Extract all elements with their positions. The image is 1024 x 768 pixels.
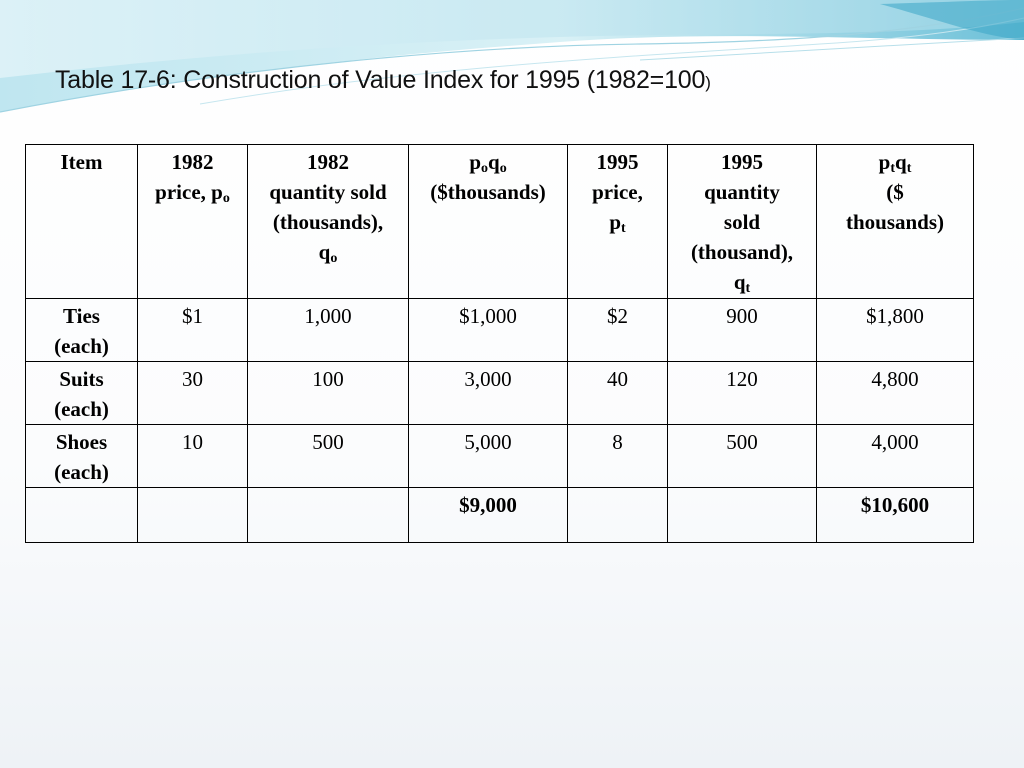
cell-item: Shoes (each): [25, 424, 138, 488]
cell-empty: [567, 487, 668, 543]
cell-total-value-1995: $10,600: [816, 487, 974, 543]
cell-total-value-1982: $9,000: [408, 487, 568, 543]
slide-title-tail: ): [705, 73, 711, 92]
header-quantity-1995: 1995 quantity sold (thousand), qt: [667, 144, 817, 299]
cell-value-1982: $1,000: [408, 298, 568, 362]
cell-value-1995: $1,800: [816, 298, 974, 362]
slide-title-main: Table 17-6: Construction of Value Index …: [55, 66, 706, 94]
cell-item: Suits (each): [25, 361, 138, 425]
table-row-totals: $9,000 $10,600: [25, 487, 974, 543]
cell-value-1995: 4,800: [816, 361, 974, 425]
table-row-suits: Suits (each) 30 100 3,000 40 120 4,800: [25, 361, 974, 425]
cell-quantity-1982: 100: [247, 361, 409, 425]
cell-empty: [667, 487, 817, 543]
header-price-1982: 1982 price, po: [137, 144, 248, 299]
table-row-ties: Ties (each) $1 1,000 $1,000 $2 900 $1,800: [25, 298, 974, 362]
header-value-1995: ptqt ($ thousands): [816, 144, 974, 299]
cell-quantity-1995: 900: [667, 298, 817, 362]
cell-price-1982: 10: [137, 424, 248, 488]
header-value-1982: poqo ($thousands): [408, 144, 568, 299]
cell-value-1982: 3,000: [408, 361, 568, 425]
table-row-shoes: Shoes (each) 10 500 5,000 8 500 4,000: [25, 424, 974, 488]
header-quantity-1982: 1982 quantity sold (thousands), qo: [247, 144, 409, 299]
cell-value-1995: 4,000: [816, 424, 974, 488]
cell-price-1995: 8: [567, 424, 668, 488]
cell-empty: [25, 487, 138, 543]
cell-price-1982: 30: [137, 361, 248, 425]
cell-price-1982: $1: [137, 298, 248, 362]
cell-quantity-1995: 120: [667, 361, 817, 425]
cell-value-1982: 5,000: [408, 424, 568, 488]
cell-price-1995: 40: [567, 361, 668, 425]
slide-title: Table 17-6: Construction of Value Index …: [55, 66, 955, 95]
cell-item: Ties (each): [25, 298, 138, 362]
cell-quantity-1982: 1,000: [247, 298, 409, 362]
cell-quantity-1995: 500: [667, 424, 817, 488]
header-item: Item: [25, 144, 138, 299]
cell-empty: [247, 487, 409, 543]
cell-empty: [137, 487, 248, 543]
header-price-1995: 1995 price, pt: [567, 144, 668, 299]
cell-price-1995: $2: [567, 298, 668, 362]
value-index-table: Item 1982 price, po 1982 quantity sold (…: [25, 144, 974, 543]
cell-quantity-1982: 500: [247, 424, 409, 488]
decorative-wave-header: [0, 0, 1024, 113]
table-header-row: Item 1982 price, po 1982 quantity sold (…: [25, 144, 974, 299]
